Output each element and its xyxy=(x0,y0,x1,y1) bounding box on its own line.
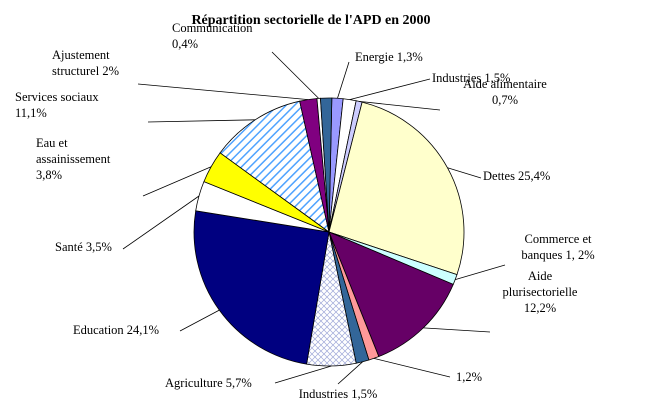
slice-label: Industries 1,5% xyxy=(299,387,377,401)
slice-label: Services sociaux 11,1% xyxy=(15,90,99,120)
leader-line xyxy=(142,166,212,197)
slice-label: Aide plurisectorielle 12,2% xyxy=(503,269,578,315)
pie-slice xyxy=(328,231,454,358)
pie-slice xyxy=(193,210,330,365)
leader-line xyxy=(349,78,431,100)
leader-lines xyxy=(122,51,506,385)
leader-line xyxy=(373,358,451,378)
slice-label: Energie 1,3% xyxy=(355,50,423,64)
leader-line xyxy=(455,264,506,280)
pie-slice xyxy=(320,97,333,233)
pie-slice xyxy=(219,100,330,233)
leader-line xyxy=(423,327,491,333)
leader-line xyxy=(359,101,441,111)
leader-line xyxy=(147,119,256,123)
slice-label: Communication 0,4% xyxy=(172,21,253,51)
leader-line xyxy=(137,83,309,100)
slice-label: Ajustement structurel 2% xyxy=(52,48,119,78)
slice-label: Dettes 25,4% xyxy=(483,169,550,183)
slice-label: Aide alimentaire 0,7% xyxy=(463,77,547,107)
slice-label: Agriculture 5,7% xyxy=(165,376,252,390)
slice-label: Commerce et banques 1, 2% xyxy=(521,232,594,262)
pie-slices xyxy=(193,97,465,367)
slice-label: Education 24,1% xyxy=(73,323,159,337)
leader-line xyxy=(179,309,220,332)
leader-line xyxy=(337,361,363,385)
slice-label: Santé 3,5% xyxy=(55,240,112,254)
pie-slice xyxy=(328,101,465,276)
leader-line xyxy=(274,365,332,384)
slice-label: Industries 1,5% xyxy=(432,71,510,85)
slice-labels: Energie 1,3%Industries 1,5%Aide alimenta… xyxy=(15,21,595,401)
slice-label: Eau et assainissement 3,8% xyxy=(36,136,111,182)
leader-line xyxy=(122,195,200,250)
leader-line xyxy=(447,167,482,179)
slice-label: 1,2% xyxy=(456,370,482,384)
leader-line xyxy=(271,51,319,99)
leader-line xyxy=(337,61,350,99)
chart-title: Répartition sectorielle de l'APD en 2000 xyxy=(191,13,430,28)
